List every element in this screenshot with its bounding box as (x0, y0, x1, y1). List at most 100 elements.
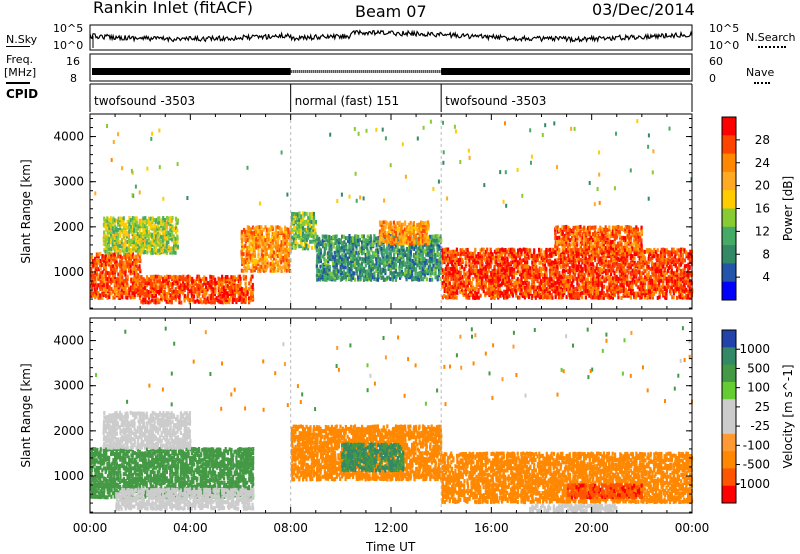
data-cell (257, 262, 260, 267)
data-cell (491, 291, 494, 296)
data-cell (385, 233, 388, 238)
data-cell (135, 228, 138, 233)
data-cell (249, 258, 252, 263)
data-cell (149, 246, 152, 251)
data-cell (344, 236, 347, 241)
data-cell (250, 296, 253, 300)
data-cell (95, 291, 98, 296)
data-cell (527, 291, 530, 296)
data-cell (280, 260, 283, 265)
data-cell (174, 287, 177, 292)
data-cell (117, 248, 120, 253)
data-cell (94, 260, 97, 265)
data-cell (317, 242, 320, 247)
data-cell (188, 283, 191, 288)
data-cell (131, 252, 134, 257)
data-cell (154, 250, 158, 255)
data-cell (145, 289, 148, 294)
data-cell (558, 281, 561, 286)
data-cell (135, 248, 138, 253)
data-cell (507, 262, 510, 267)
data-cell (636, 260, 639, 265)
data-cell (162, 296, 165, 301)
data-cell (242, 252, 245, 257)
data-cell (418, 237, 421, 242)
data-cell (178, 297, 181, 302)
data-cell (570, 294, 573, 298)
data-cell (380, 250, 383, 255)
data-cell (352, 273, 355, 278)
data-cell (168, 281, 172, 286)
data-cell (140, 279, 144, 284)
data-cell (357, 234, 360, 239)
data-cell (113, 218, 116, 223)
data-cell (276, 266, 280, 271)
data-cell (145, 275, 149, 280)
data-cell (157, 224, 160, 229)
data-cell (475, 271, 478, 276)
data-cell (400, 241, 403, 246)
data-cell (626, 258, 629, 263)
data-cell (413, 235, 416, 240)
data-cell (478, 275, 482, 280)
freq-dotted-mark (372, 70, 374, 73)
data-cell (590, 295, 593, 300)
data-cell (137, 240, 140, 245)
data-cell (522, 258, 525, 263)
station-title: Rankin Inlet (fitACF) (93, 0, 254, 17)
data-cell (434, 271, 437, 276)
data-cell (573, 269, 577, 274)
data-cell (342, 275, 345, 280)
data-cell (407, 260, 410, 265)
data-cell (377, 257, 380, 262)
data-cell (479, 248, 482, 253)
data-cell (309, 216, 312, 221)
data-cell (532, 274, 535, 279)
data-cell (217, 293, 220, 298)
data-cell (398, 248, 401, 253)
data-cell (409, 252, 412, 257)
data-cell (101, 270, 104, 275)
data-cell (275, 258, 278, 263)
data-cell (176, 285, 179, 290)
data-cell (219, 287, 222, 292)
data-cell (133, 232, 136, 237)
data-cell (185, 275, 188, 280)
data-cell (594, 279, 597, 284)
data-cell (551, 295, 554, 300)
data-cell (117, 262, 120, 267)
cpid-segment-label: twofsound -3503 (445, 94, 546, 108)
data-cell (568, 266, 571, 271)
data-cell (112, 216, 115, 221)
data-cell (172, 296, 175, 301)
data-cell (504, 248, 507, 252)
data-cell (418, 271, 421, 275)
data-cell (271, 246, 274, 251)
data-cell (389, 220, 392, 225)
data-cell (359, 263, 362, 268)
data-cell (615, 280, 618, 285)
data-cell (427, 220, 430, 225)
data-cell (341, 275, 344, 280)
data-cell (446, 262, 450, 267)
data-cell (536, 285, 539, 290)
data-cell (531, 280, 534, 285)
data-cell (97, 267, 101, 272)
data-cell (164, 222, 167, 227)
data-cell (414, 269, 417, 274)
data-cell (100, 274, 103, 279)
data-cell (182, 291, 185, 296)
data-cell (576, 276, 579, 281)
data-cell (480, 271, 483, 276)
data-cell (128, 218, 131, 223)
data-cell (409, 239, 412, 243)
data-cell (527, 287, 530, 292)
data-cell (314, 219, 317, 224)
data-cell (260, 260, 263, 265)
data-cell (323, 234, 326, 239)
data-cell (425, 270, 428, 275)
data-cell (330, 236, 333, 240)
data-cell (446, 295, 449, 300)
data-cell (350, 273, 353, 278)
freq-dotted-mark (402, 70, 404, 73)
